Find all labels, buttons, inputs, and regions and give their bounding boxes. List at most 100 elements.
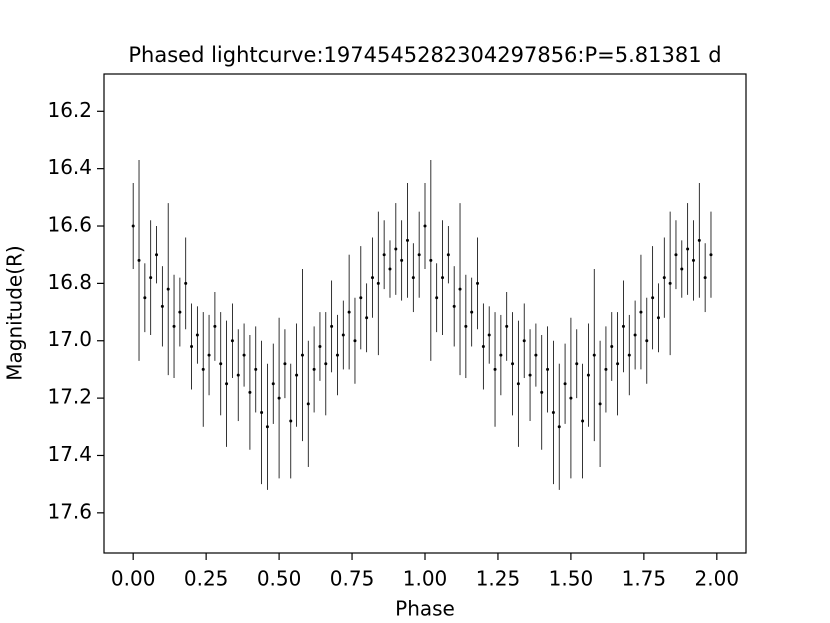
data-point [616,362,620,366]
data-point [429,258,433,262]
data-point [318,344,322,348]
data-point [546,367,550,371]
data-point [300,353,304,357]
data-point [528,373,532,377]
data-point [481,344,485,348]
y-tick-label: 17.2 [47,385,92,409]
x-tick-label: 0.00 [111,567,156,591]
data-point [586,373,590,377]
data-point [271,382,275,386]
data-point [604,367,608,371]
data-point [569,396,573,400]
data-point [405,238,409,242]
data-point [155,253,159,257]
data-point [709,253,713,257]
x-tick-label: 2.00 [695,567,740,591]
data-point [201,367,205,371]
data-point [534,353,538,357]
data-point [388,267,392,271]
data-point [312,367,316,371]
data-point [674,253,678,257]
data-point [551,410,555,414]
data-point [499,353,503,357]
data-point [662,276,666,280]
data-point [493,367,497,371]
data-point [621,324,625,328]
data-point [236,373,240,377]
data-point [160,304,164,308]
data-point [598,402,602,406]
data-point [592,353,596,357]
data-point [400,258,404,262]
data-point [242,353,246,357]
data-point [557,425,561,429]
data-point [441,276,445,280]
data-point [277,396,281,400]
data-point [435,296,439,300]
data-point [149,276,153,280]
data-point [703,276,707,280]
data-point [335,353,339,357]
data-point [283,362,287,366]
chart-title: Phased lightcurve:1974545282304297856:P=… [128,43,721,67]
data-point [540,390,544,394]
data-point [260,410,264,414]
data-point [131,224,135,228]
y-tick-label: 17.4 [47,442,92,466]
data-point [230,339,234,343]
y-tick-label: 17.0 [47,327,92,351]
data-point [656,316,660,320]
y-tick-label: 16.6 [47,213,92,237]
data-point [417,253,421,257]
data-point [516,382,520,386]
data-point [645,339,649,343]
data-point [697,238,701,242]
data-point [265,425,269,429]
data-point [295,373,299,377]
data-point [610,344,614,348]
data-point [522,339,526,343]
data-point [633,333,637,337]
data-point [213,324,217,328]
data-point [347,310,351,314]
data-point [452,304,456,308]
data-point [219,362,223,366]
data-point [225,382,229,386]
data-point [289,419,293,423]
data-point [458,287,462,291]
data-point [411,276,415,280]
data-point [476,281,480,285]
plot-frame [103,73,747,554]
y-tick-label: 16.8 [47,270,92,294]
x-tick-label: 1.50 [549,567,594,591]
data-point [563,382,567,386]
data-point [341,333,345,337]
data-point [487,333,491,337]
x-tick-label: 1.25 [476,567,521,591]
data-point [137,258,141,262]
data-point [359,296,363,300]
data-point [306,402,310,406]
y-tick-label: 17.6 [47,499,92,523]
data-point [470,310,474,314]
data-point [172,324,176,328]
data-point [686,247,690,251]
data-point [143,296,147,300]
data-point [248,390,252,394]
data-point [254,367,258,371]
data-point [575,362,579,366]
data-point [190,344,194,348]
x-tick-label: 0.75 [330,567,375,591]
data-point [627,353,631,357]
data-point [370,276,374,280]
data-point [324,362,328,366]
y-tick-label: 16.4 [47,155,92,179]
data-point [207,353,211,357]
data-point [394,247,398,251]
data-point [464,324,468,328]
data-point [365,316,369,320]
data-point [184,281,188,285]
x-tick-label: 1.75 [622,567,667,591]
